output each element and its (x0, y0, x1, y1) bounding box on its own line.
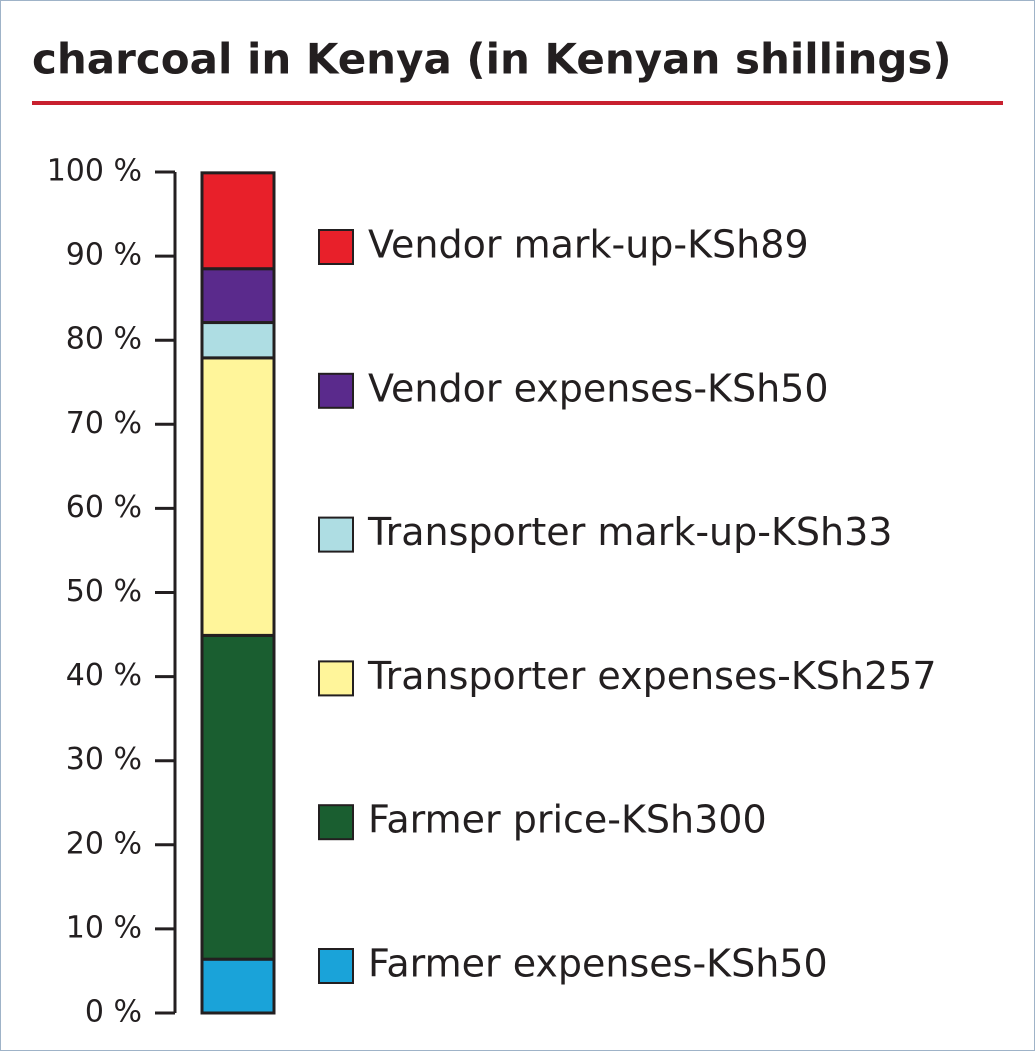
bar-segment (200, 321, 276, 360)
legend-label: Vendor mark-up-KSh89 (368, 223, 809, 267)
legend-label: Transporter expenses-KSh257 (367, 654, 937, 698)
y-tick-label: 90 % (66, 238, 142, 273)
bar-segment (200, 957, 276, 1015)
legend-swatch (318, 372, 354, 409)
legend-label: Farmer expenses-KSh50 (368, 942, 828, 986)
legend-swatch (318, 804, 354, 841)
legend-swatch (318, 948, 354, 984)
y-tick-label: 100 % (47, 154, 142, 189)
y-tick-label: 60 % (66, 490, 142, 525)
y-tick-label: 0 % (85, 995, 142, 1030)
y-tick-label: 70 % (66, 406, 142, 441)
y-tick-label: 50 % (66, 574, 142, 609)
legend-swatch (318, 516, 354, 553)
legend-label: Farmer price-KSh300 (368, 798, 767, 842)
chart-title: charcoal in Kenya (in Kenyan shillings) (32, 35, 952, 84)
y-tick-label: 10 % (66, 910, 142, 945)
y-tick-label: 30 % (66, 742, 142, 777)
legend-label: Vendor expenses-KSh50 (368, 366, 829, 410)
bar-segment (200, 267, 276, 325)
legend-swatch (318, 229, 354, 265)
y-tick-label: 80 % (66, 322, 142, 357)
y-tick-label: 20 % (66, 826, 142, 861)
y-tick-label: 40 % (66, 658, 142, 693)
bar-segment (200, 171, 276, 271)
legend-swatch (318, 660, 354, 697)
legend-label: Transporter mark-up-KSh33 (367, 510, 892, 554)
bar-segment (200, 633, 276, 961)
bar-segment (200, 356, 276, 637)
